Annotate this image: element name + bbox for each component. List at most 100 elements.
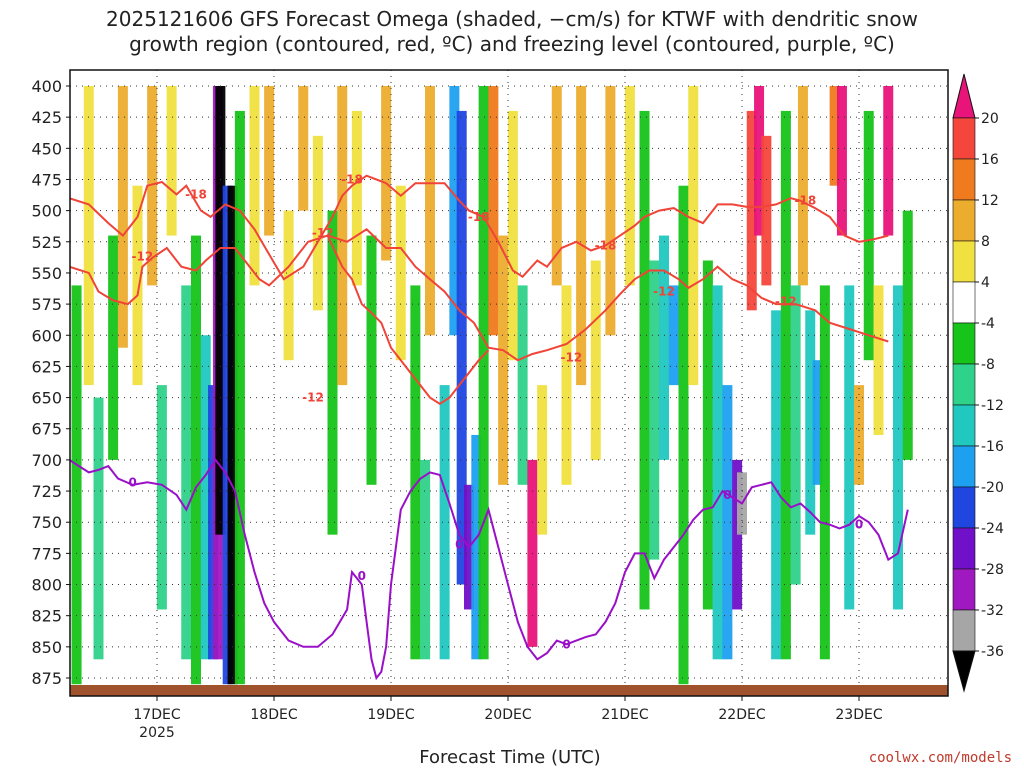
colorbar-segment [952, 404, 976, 447]
y-tick-label: 500 [31, 202, 62, 221]
purple-contour-label: 0 [128, 475, 136, 489]
colorbar-bottom-arrow [952, 650, 976, 693]
omega-cell [712, 285, 723, 660]
y-tick-label: 425 [31, 108, 62, 127]
colorbar-label: -20 [981, 480, 1004, 496]
y-tick-label: 725 [31, 482, 62, 501]
omega-cell [576, 86, 587, 386]
colorbar-segment [952, 568, 976, 611]
omega-cell [844, 285, 855, 610]
omega-cell [298, 86, 309, 211]
omega-cell [805, 310, 816, 535]
omega-cell [381, 86, 392, 261]
colorbar-label: -16 [981, 439, 1004, 455]
y-tick-label: 450 [31, 139, 62, 158]
red-contour-label: -18 [341, 172, 363, 186]
plot-area [71, 86, 913, 685]
omega-cell [771, 310, 782, 660]
colorbar-label: 12 [981, 193, 999, 209]
red-contour [70, 174, 889, 281]
omega-cell [754, 86, 765, 236]
omega-cell [819, 285, 830, 660]
y-tick-label: 525 [31, 233, 62, 252]
omega-cell [181, 285, 192, 660]
x-tick-label: 23DEC [835, 707, 882, 723]
omega-cell [649, 260, 660, 560]
omega-cell [166, 86, 177, 236]
colorbar-label: -12 [981, 398, 1004, 414]
y-tick-label: 700 [31, 451, 62, 470]
colorbar-label: -28 [981, 562, 1004, 578]
omega-cell [507, 110, 518, 361]
omega-cell [829, 86, 840, 186]
omega-cell [93, 397, 104, 660]
x-tick-label: 19DEC [367, 707, 414, 723]
omega-cell [883, 86, 894, 236]
colorbar-segment [952, 363, 976, 406]
y-tick-label: 825 [31, 607, 62, 626]
y-tick-label: 775 [31, 544, 62, 563]
terrain-band [70, 685, 948, 696]
omega-cell [488, 86, 499, 336]
omega-cell [688, 86, 699, 386]
omega-cell [439, 385, 450, 660]
y-tick-label: 550 [31, 264, 62, 283]
omega-cell [108, 235, 119, 460]
purple-contour [70, 458, 909, 681]
purple-contour-label: 0 [723, 488, 731, 502]
omega-cell [668, 285, 679, 386]
omega-cell [227, 185, 238, 685]
colorbar-segment [952, 199, 976, 242]
colorbar-label: 20 [981, 111, 999, 127]
x-tick-label: 21DEC [601, 707, 648, 723]
omega-cell [517, 285, 528, 485]
colorbar-label: 8 [981, 234, 990, 250]
omega-cell [71, 285, 82, 685]
omega-cell [337, 86, 348, 386]
red-contour-label: -12 [775, 295, 797, 309]
x-axis-label: Forecast Time (UTC) [419, 747, 600, 768]
omega-cell [83, 86, 94, 386]
purple-contour-label: 0 [562, 637, 570, 651]
omega-cell [836, 86, 847, 236]
colorbar-label: 4 [981, 275, 990, 291]
colorbar-label: -32 [981, 603, 1004, 619]
red-contour-label: -12 [312, 226, 334, 240]
y-tick-label: 850 [31, 638, 62, 657]
x-tick-label: 22DEC [718, 707, 765, 723]
omega-cell [893, 285, 903, 610]
omega-cell [249, 86, 260, 286]
y-tick-label: 650 [31, 389, 62, 408]
colorbar-label: -24 [981, 521, 1004, 537]
omega-cell [456, 110, 467, 585]
y-tick-label: 625 [31, 357, 62, 376]
omega-cell [215, 86, 226, 535]
purple-contour-label: 0 [455, 538, 463, 552]
omega-cell [117, 86, 128, 348]
y-axis: 400 425 450 475 500 525 550 575 600 625 650 675 700 7… [31, 77, 70, 688]
omega-cell [812, 360, 823, 485]
colorbar-segment [952, 117, 976, 160]
colorbar-segment [952, 486, 976, 529]
omega-cell [234, 110, 245, 685]
omega-cell [312, 135, 323, 311]
omega-cell [478, 86, 489, 660]
omega-cell [854, 385, 864, 485]
chart-title-line1: 2025121606 GFS Forecast Omega (shaded, −… [106, 7, 918, 31]
omega-cell [702, 260, 713, 610]
chart-title-line2: growth region (contoured, red, ºC) and f… [129, 32, 895, 56]
colorbar-segment [952, 445, 976, 488]
omega-cell [624, 86, 635, 286]
plot-frame [69, 69, 949, 697]
red-contour-label: -12 [653, 285, 675, 299]
x-axis: 17DEC 2025 18DEC 19DEC 20DEC 21DEC 22DEC 23DEC [133, 696, 883, 741]
y-tick-label: 800 [31, 576, 62, 595]
y-tick-label: 575 [31, 295, 62, 314]
y-tick-label: 875 [31, 669, 62, 688]
colorbar-segment [952, 281, 976, 324]
y-tick-label: 750 [31, 513, 62, 532]
omega-cell [498, 235, 509, 485]
x-tick-label: 18DEC [250, 707, 297, 723]
omega-cell [420, 459, 431, 660]
omega-cell [639, 110, 650, 610]
